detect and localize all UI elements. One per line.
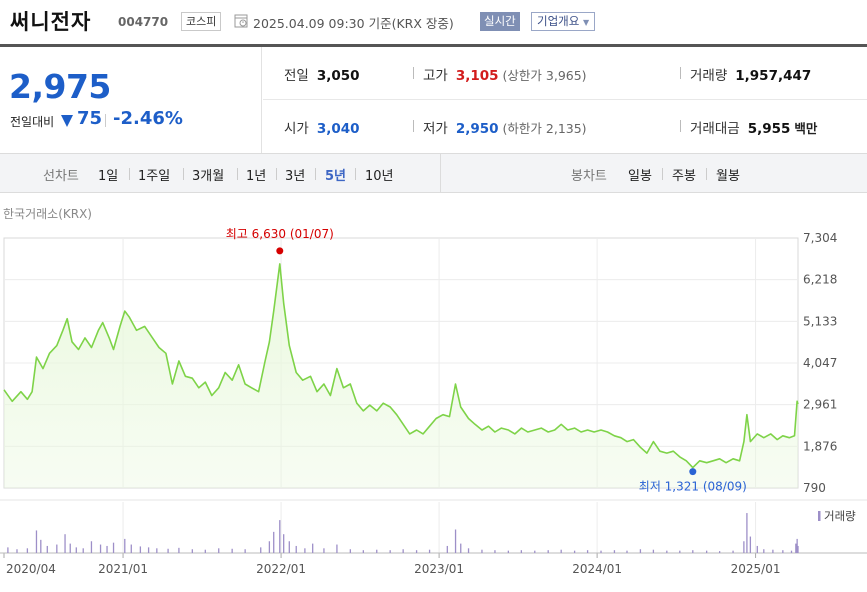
tab-separator (315, 168, 316, 180)
datetime-text: 2025.04.09 09:30 기준(KRX 장중) (253, 13, 454, 32)
stat-amount: 거래대금 5,955 백만 (690, 117, 817, 137)
stat-prev-close-value: 3,050 (316, 68, 360, 84)
stat-separator (413, 120, 414, 132)
tab-separator (662, 168, 663, 180)
tab-1w[interactable]: 1주일 (138, 169, 171, 184)
y-tick-label: 790 (803, 481, 826, 495)
y-tick-label: 7,304 (803, 231, 837, 245)
datetime-basis: 기준(KRX 장중) (368, 16, 454, 31)
volume-legend-swatch (818, 511, 821, 521)
stat-high: 고가 3,105 (상한가 3,965) (423, 64, 587, 84)
price-chart: 7,304 6,218 5,133 4,047 2,961 1,876 790 2020/04… (0, 227, 867, 576)
x-tick-label: 2022/01 (256, 562, 306, 576)
stat-amount-unit: 백만 (794, 121, 818, 136)
tab-separator (706, 168, 707, 180)
stat-amount-value: 5,955 (747, 121, 791, 137)
stat-open-value: 3,040 (316, 121, 360, 137)
stat-low-value: 2,950 (455, 121, 499, 137)
price-line (3, 263, 799, 469)
stat-separator (413, 67, 414, 79)
y-tick-label: 1,876 (803, 439, 837, 453)
stat-high-value: 3,105 (455, 68, 499, 84)
stat-separator (680, 67, 681, 79)
max-label: 최고 6,630 (01/07) (226, 227, 334, 241)
y-tick-label: 4,047 (803, 356, 837, 370)
tab-3m[interactable]: 3개월 (192, 169, 225, 184)
company-info-label: 기업개요 (537, 14, 580, 28)
stat-volume-value: 1,957,447 (735, 68, 812, 84)
stock-header: 써니전자 004770 코스피 2025.04.09 09:30 기준(KRX … (0, 0, 867, 44)
stat-prev-close-label: 전일 (284, 68, 309, 84)
line-chart-label: 선차트 (43, 169, 79, 184)
min-marker (689, 468, 697, 476)
stock-name: 써니전자 (10, 10, 92, 34)
max-marker (276, 247, 284, 255)
tab-1d[interactable]: 1일 (98, 169, 119, 184)
tab-1y[interactable]: 1년 (246, 169, 267, 184)
datetime-value: 2025.04.09 09:30 (253, 16, 365, 31)
y-tick-label: 6,218 (803, 273, 837, 287)
stat-lower-limit: (하한가 2,135) (502, 121, 587, 136)
tab-weekly[interactable]: 주봉 (672, 169, 696, 184)
stat-low-label: 저가 (423, 121, 448, 137)
tab-separator (276, 168, 277, 180)
stat-low: 저가 2,950 (하한가 2,135) (423, 117, 587, 137)
stats-grid: 전일 3,050 고가 3,105 (상한가 3,965) 거래량 1,957,447 … (263, 47, 867, 153)
header-divider (0, 44, 867, 47)
tabs-divider (440, 154, 441, 192)
stat-high-label: 고가 (423, 68, 448, 84)
x-tick-label: 2024/01 (572, 562, 622, 576)
stat-prev-close: 전일 3,050 (284, 64, 360, 84)
chevron-down-icon: ▼ (582, 18, 590, 27)
stat-upper-limit: (상한가 3,965) (502, 68, 587, 83)
down-arrow-icon (61, 115, 73, 127)
min-label: 최저 1,321 (08/09) (639, 480, 747, 494)
company-info-dropdown[interactable]: 기업개요 ▼ (531, 12, 596, 31)
tab-monthly[interactable]: 월봉 (716, 169, 740, 184)
tab-separator (237, 168, 238, 180)
tab-separator (129, 168, 130, 180)
price-block: 2,975 전일대비 75 -2.46% (0, 47, 262, 153)
tab-3y[interactable]: 3년 (285, 169, 306, 184)
stat-amount-label: 거래대금 (690, 121, 740, 137)
current-price: 2,975 (9, 67, 111, 106)
tab-5y[interactable]: 5년 (325, 169, 347, 184)
change-separator (105, 114, 106, 127)
y-tick-label: 2,961 (803, 398, 837, 412)
clock-icon (234, 14, 248, 28)
y-tick-label: 5,133 (803, 314, 837, 328)
x-tick-label: 2021/01 (98, 562, 148, 576)
volume-legend-label: 거래량 (824, 509, 856, 523)
tab-10y[interactable]: 10년 (365, 169, 394, 184)
x-tick-label: 2023/01 (414, 562, 464, 576)
candle-chart-label: 봉차트 (571, 169, 607, 184)
market-badge: 코스피 (181, 12, 222, 31)
stock-code: 004770 (118, 15, 169, 29)
x-tick-label: 2020/04 (6, 562, 56, 576)
change-label: 전일대비 (10, 115, 55, 129)
stat-open-label: 시가 (284, 121, 309, 137)
stat-open: 시가 3,040 (284, 117, 360, 137)
stats-row-divider (263, 99, 867, 100)
stat-separator (680, 120, 681, 132)
realtime-button[interactable]: 실시간 (480, 12, 520, 31)
change-value: 75 (77, 108, 103, 129)
stat-volume-label: 거래량 (690, 68, 728, 84)
chart-period-tabs: 선차트 1일 1주일 3개월 1년 3년 5년 10년 봉차트 일봉 주봉 월봉 (0, 153, 867, 193)
stat-volume: 거래량 1,957,447 (690, 64, 811, 84)
data-source: 한국거래소(KRX) (3, 207, 92, 221)
price-area (4, 263, 798, 488)
x-tick-label: 2025/01 (731, 562, 781, 576)
tab-separator (183, 168, 184, 180)
tab-daily[interactable]: 일봉 (628, 169, 652, 184)
tab-separator (355, 168, 356, 180)
change-percent: -2.46% (113, 108, 183, 129)
